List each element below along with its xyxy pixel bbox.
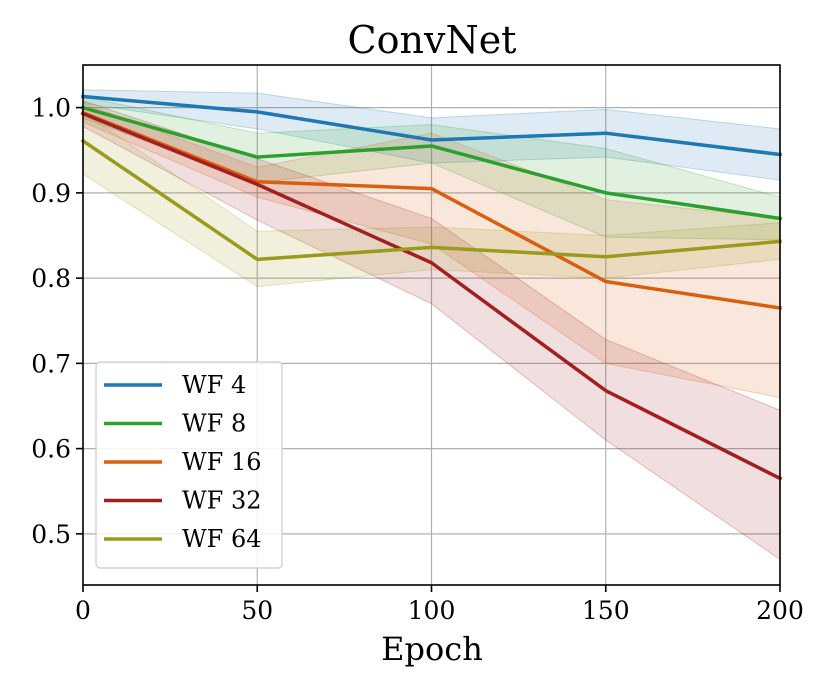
legend-label: WF 4 [182,371,246,399]
x-tick-label: 0 [75,596,91,625]
line-wf-64 [80,138,782,262]
legend-label: WF 32 [182,487,262,515]
legend-label: WF 8 [182,410,246,438]
legend-box [95,361,283,569]
x-tick-label: 50 [241,596,273,625]
x-tick-label: 150 [582,596,630,625]
line-wf-8 [80,105,782,221]
y-tick-label: 0.5 [31,520,71,549]
line-wf-32 [80,111,783,481]
axis-ticks: 0 50 100 150 200 0.5 0.6 0.7 0.8 0.9 1.0 [31,94,804,625]
y-tick-label: 0.6 [31,435,71,464]
line-wf-4 [81,94,782,157]
legend-label: WF 16 [182,448,262,476]
legend-label: WF 64 [182,525,262,553]
chart-title: ConvNet [348,18,517,62]
legend: WF 4 WF 8 WF 16 WF 32 WF 64 [95,361,283,569]
line-wf-16 [80,110,782,310]
x-tick-label: 200 [756,596,804,625]
x-tick-label: 100 [408,596,456,625]
y-tick-label: 1.0 [31,94,71,123]
x-axis-label: Epoch [381,630,483,668]
y-tick-label: 0.8 [31,264,71,293]
y-tick-label: 0.9 [31,179,71,208]
y-tick-label: 0.7 [31,349,71,378]
series-lines [80,94,783,481]
